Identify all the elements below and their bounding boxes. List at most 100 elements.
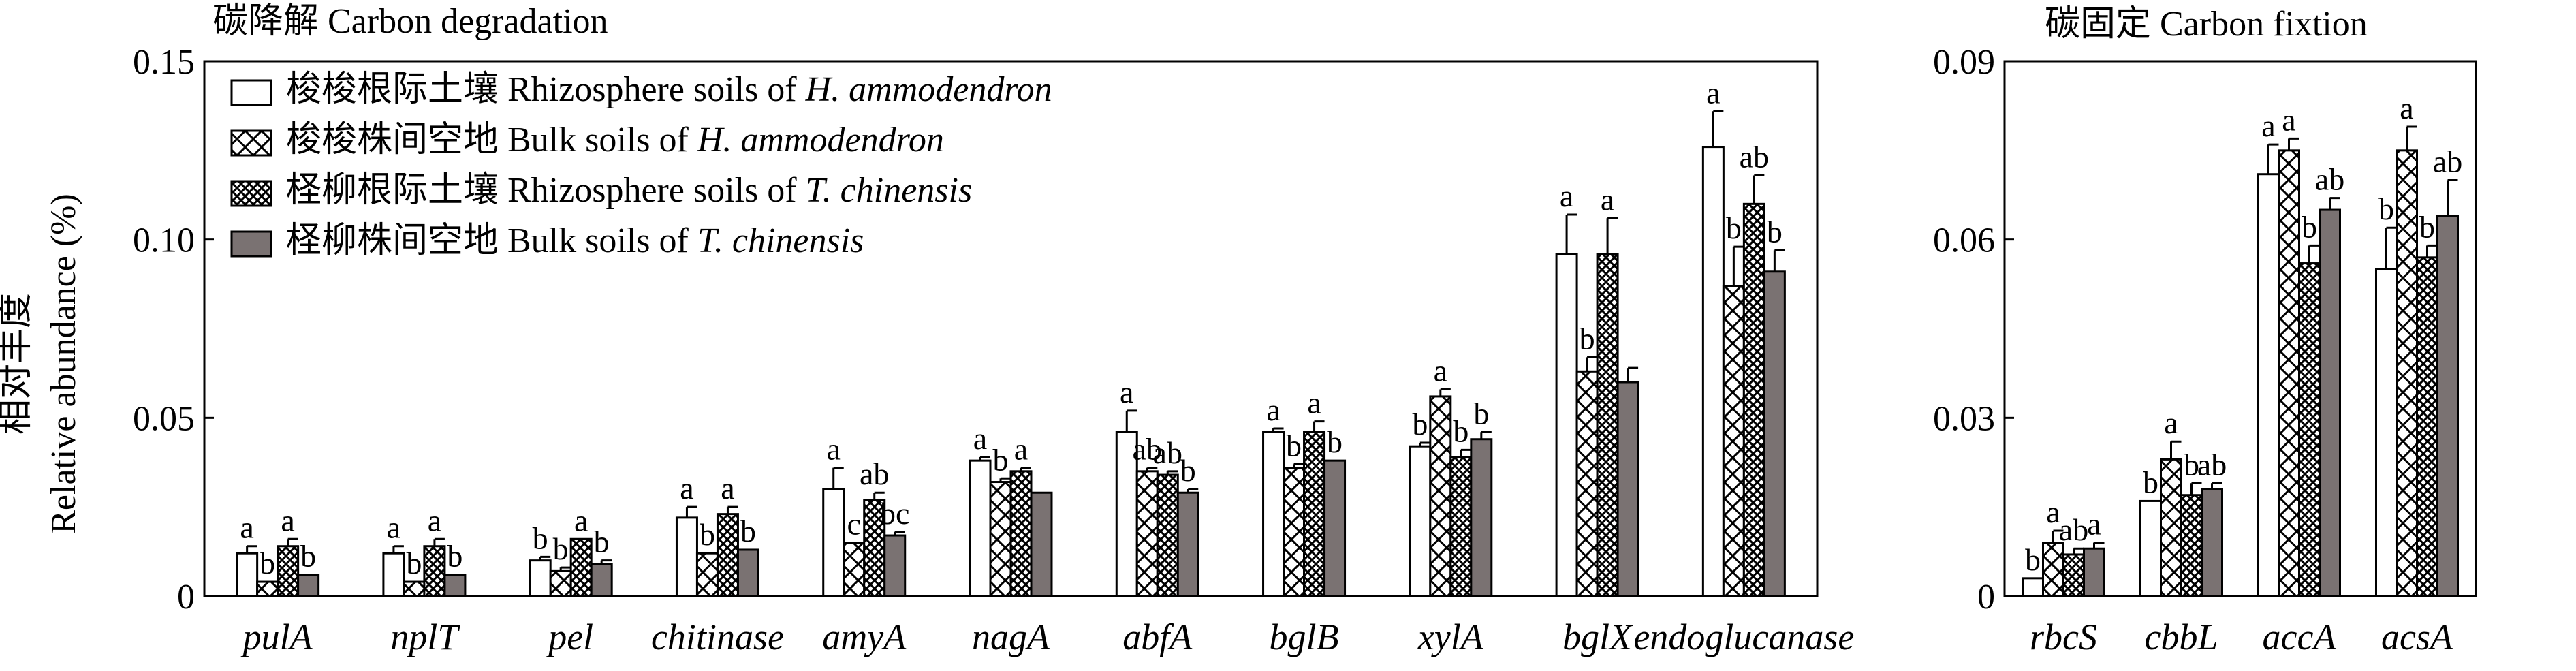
left-bar-nplT-s2 (403, 580, 426, 597)
right-error-bar-cbbL-s4 (2211, 482, 2222, 489)
left-bar-chitinase-s2 (695, 552, 719, 597)
right-sig-letter-acsA-s2: a (2400, 91, 2413, 125)
right-sig-letter-acsA-s1: b (2378, 191, 2394, 226)
left-error-bar-pel-s4 (600, 559, 612, 564)
left-error-bar-abfA-s2 (1146, 467, 1158, 471)
left-bar-pel-s4 (590, 563, 613, 597)
left-error-bar-abfA-s3 (1166, 470, 1178, 475)
right-bar-rbcS-s4 (2083, 547, 2105, 597)
left-error-bar-bglB-s3 (1313, 420, 1325, 433)
left-error-bar-amyA-s4 (894, 531, 905, 536)
left-error-bar-chitinase-s1 (685, 505, 697, 518)
left-error-bar-endoglucanase-s3 (1753, 174, 1765, 204)
left-bar-bglX-s3 (1596, 253, 1619, 597)
left-sig-letter-pel-s1: b (533, 520, 548, 555)
right-bar-accA-s4 (2319, 208, 2341, 597)
left-error-bar-endoglucanase-s2 (1732, 245, 1744, 286)
left-x-tick-label-pel: pel (546, 617, 593, 657)
left-bar-xylA-s2 (1429, 395, 1452, 597)
left-error-bar-xylA-s1 (1419, 441, 1430, 447)
right-error-bar-accA-s3 (2308, 244, 2320, 264)
right-chart-title: 碳固定 Carbon fixtion (2045, 5, 2368, 44)
left-sig-letter-xylA-s4: b (1473, 396, 1489, 431)
left-bar-endoglucanase-s2 (1722, 285, 1745, 597)
right-y-tick-label: 0 (1977, 578, 1995, 617)
left-sig-letter-chitinase-s2: b (700, 517, 715, 552)
right-sig-letter-rbcS-s2: a (2046, 495, 2060, 529)
right-plot-frame (2003, 60, 2477, 597)
right-y-tick-label: 0.09 (1933, 43, 1995, 82)
right-bar-rbcS-s3 (2062, 553, 2085, 597)
left-sig-letter-nagA-s2: b (993, 442, 1009, 477)
right-bar-acsA-s2 (2396, 149, 2418, 597)
left-error-bar-bglX-s2 (1586, 356, 1598, 372)
right-bar-cbbL-s4 (2201, 488, 2223, 597)
left-sig-letter-endoglucanase-s1: a (1706, 75, 1720, 110)
right-bar-cbbL-s2 (2160, 458, 2182, 597)
left-sig-letter-nplT-s3: a (428, 503, 441, 537)
left-sig-letter-bglX-s1: a (1560, 178, 1573, 213)
left-sig-letter-endoglucanase-s4: b (1767, 214, 1782, 249)
right-sig-letter-cbbL-s1: b (2143, 465, 2158, 499)
left-error-bar-abfA-s4 (1187, 488, 1199, 493)
right-error-bar-accA-s2 (2288, 137, 2299, 151)
left-bar-abfA-s3 (1156, 473, 1179, 597)
left-x-tick-label-nplT: nplT (390, 617, 460, 657)
right-y-tick-label: 0.06 (1933, 221, 1995, 260)
left-bar-pel-s3 (569, 537, 593, 597)
right-sig-letter-rbcS-s4: a (2087, 507, 2101, 542)
left-x-tick-label-pulA: pulA (240, 617, 313, 657)
left-error-bar-abfA-s1 (1125, 409, 1137, 433)
left-sig-letter-pel-s2: b (553, 531, 569, 566)
left-bar-bglX-s2 (1575, 370, 1599, 597)
left-error-bar-chitinase-s3 (726, 505, 738, 514)
right-x-tick-label-acsA: acsA (2381, 617, 2453, 657)
left-bar-nagA-s1 (969, 459, 992, 597)
right-error-bar-cbbL-s3 (2190, 482, 2202, 495)
left-bar-bglX-s4 (1616, 381, 1639, 597)
legend-label-1: 梭梭根际土壤 Rhizosphere soils of H. ammodendr… (286, 70, 1052, 109)
legend-swatch-1 (230, 79, 272, 106)
right-sig-letter-rbcS-s3: ab (2059, 512, 2088, 547)
legend-label-3: 柽柳根际土壤 Rhizosphere soils of T. chinensis (286, 171, 972, 210)
left-sig-letter-amyA-s4: bc (880, 496, 909, 531)
chart-text-layer: 碳降解 Carbon degradation 碳固定 Carbon fixtio… (0, 2, 2368, 534)
left-bar-pulA-s1 (236, 552, 259, 597)
left-bar-pel-s2 (549, 569, 572, 597)
left-bar-endoglucanase-s4 (1763, 270, 1786, 597)
right-error-bar-cbbL-s2 (2170, 440, 2182, 460)
right-error-bar-rbcS-s3 (2073, 547, 2084, 555)
right-error-bar-accA-s1 (2267, 143, 2279, 174)
right-x-tick-label-rbcS: rbcS (2030, 617, 2097, 657)
left-bar-nplT-s1 (382, 552, 405, 597)
right-bar-acsA-s3 (2416, 256, 2438, 597)
left-error-bar-endoglucanase-s1 (1712, 110, 1724, 147)
right-bar-rbcS-s1 (2022, 577, 2044, 597)
left-error-bar-bglX-s1 (1565, 213, 1577, 254)
left-sig-letter-bglX-s3: a (1601, 182, 1614, 217)
left-bar-nagA-s3 (1009, 470, 1033, 597)
left-bar-chitinase-s4 (736, 548, 759, 597)
left-sig-letter-xylA-s1: b (1412, 407, 1428, 441)
left-group-pel: b bab (529, 503, 613, 597)
left-bar-bglB-s2 (1283, 467, 1306, 597)
left-sig-letter-xylA-s2: a (1434, 353, 1447, 388)
left-sig-letter-amyA-s3: ab (860, 456, 889, 491)
left-sig-letter-bglX-s2: b (1580, 321, 1595, 356)
right-bar-acsA-s1 (2375, 268, 2398, 597)
right-bar-accA-s1 (2257, 173, 2280, 597)
y-axis-label-cn: 相对丰度 (0, 293, 35, 435)
left-sig-letter-amyA-s2: c (847, 507, 861, 542)
left-sig-letter-endoglucanase-s2: b (1726, 210, 1742, 245)
right-sig-letter-accA-s2: a (2282, 102, 2295, 137)
left-bar-nplT-s4 (443, 574, 467, 597)
left-sig-letter-pulA-s1: a (240, 510, 253, 545)
left-bar-xylA-s1 (1409, 445, 1432, 597)
left-error-bar-pel-s2 (559, 566, 571, 572)
left-x-tick-label-endoglucanase: endoglucanase (1633, 617, 1854, 657)
